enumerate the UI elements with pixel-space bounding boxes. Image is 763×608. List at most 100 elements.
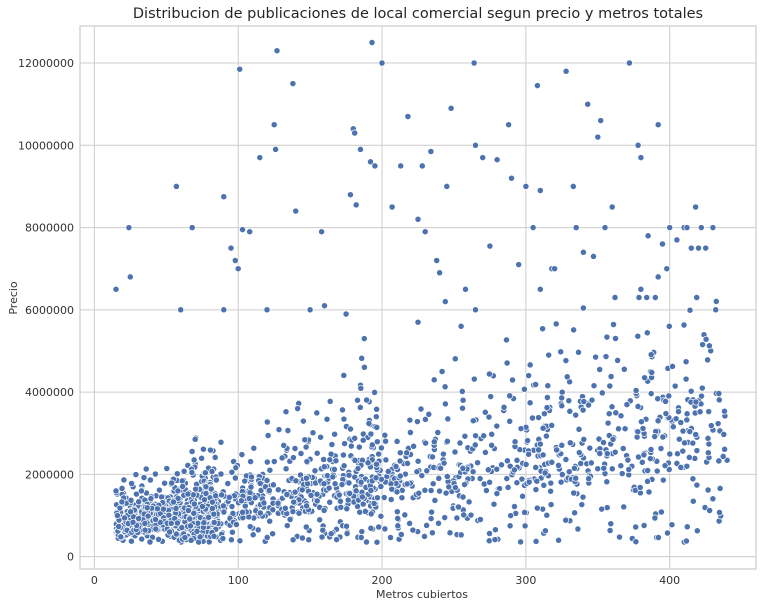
data-point: [263, 418, 271, 426]
data-point: [472, 306, 479, 314]
data-point: [615, 425, 622, 433]
y-tick-label: 6000000: [25, 304, 74, 317]
data-point: [299, 417, 307, 425]
data-point: [212, 476, 220, 484]
data-point: [687, 387, 695, 395]
data-point: [486, 530, 493, 537]
data-point: [485, 370, 493, 378]
data-point: [571, 509, 579, 517]
data-point: [210, 519, 218, 526]
data-point: [358, 528, 366, 536]
data-point: [339, 451, 347, 459]
y-tick-label: 4000000: [25, 386, 74, 399]
data-point: [304, 480, 312, 488]
data-point: [640, 522, 648, 529]
data-point: [329, 473, 337, 481]
data-point: [190, 456, 198, 464]
data-point: [343, 530, 351, 538]
data-point: [552, 320, 560, 328]
data-point: [219, 502, 227, 510]
data-point: [687, 244, 695, 252]
data-point: [620, 365, 628, 373]
data-point: [536, 187, 544, 194]
plot-frame: [79, 25, 757, 570]
data-point: [375, 450, 383, 458]
data-point: [683, 410, 691, 418]
data-point: [664, 529, 671, 537]
data-point: [617, 412, 625, 420]
data-point: [161, 479, 169, 487]
data-point: [330, 465, 338, 473]
data-point: [340, 415, 348, 423]
data-point: [351, 129, 359, 137]
data-point: [283, 522, 291, 530]
data-point: [539, 451, 547, 459]
data-point: [607, 373, 615, 380]
data-point: [174, 494, 182, 502]
data-point: [392, 463, 400, 470]
data-point: [397, 531, 405, 538]
data-point: [541, 469, 549, 477]
data-point: [610, 321, 617, 328]
data-point: [231, 474, 239, 482]
data-point: [490, 500, 498, 508]
data-point: [177, 306, 185, 314]
data-point: [146, 476, 154, 484]
data-point: [617, 462, 625, 470]
data-point: [345, 479, 353, 487]
data-point: [188, 224, 196, 232]
data-point: [539, 325, 547, 333]
data-point: [566, 439, 574, 447]
data-point: [396, 472, 404, 480]
y-tick-label: 12000000: [18, 57, 74, 70]
data-point: [508, 174, 515, 182]
data-point: [269, 481, 277, 489]
y-axis: 0 2000000 4000000 6000000 8000000 10000000 120…: [18, 57, 74, 564]
data-point: [371, 388, 379, 396]
data-point: [491, 526, 499, 534]
data-point: [607, 520, 615, 528]
data-point: [346, 191, 354, 199]
data-point: [331, 480, 339, 488]
data-point: [535, 414, 543, 422]
data-point: [662, 410, 670, 418]
chart-title: Distribucion de publicaciones de local c…: [133, 6, 703, 22]
data-point: [486, 478, 494, 486]
data-point: [595, 435, 603, 443]
data-point: [702, 335, 710, 343]
data-point: [413, 418, 421, 426]
data-point: [479, 154, 487, 162]
data-point: [704, 356, 712, 364]
data-point: [428, 529, 436, 537]
data-point: [317, 433, 325, 441]
data-point: [659, 240, 666, 248]
data-point: [673, 236, 681, 244]
data-point: [292, 477, 300, 485]
data-point: [471, 441, 479, 449]
data-point: [532, 537, 540, 545]
data-point: [637, 285, 645, 293]
data-point: [208, 468, 216, 475]
data-point: [140, 474, 148, 482]
data-point: [427, 515, 435, 523]
data-point: [341, 440, 349, 448]
data-point: [456, 439, 464, 447]
data-point: [548, 458, 556, 466]
data-point: [445, 483, 453, 491]
data-point: [565, 468, 573, 476]
data-point: [346, 489, 354, 497]
data-point: [476, 475, 484, 483]
data-point: [220, 508, 228, 516]
data-point: [491, 536, 499, 544]
data-point: [418, 162, 426, 170]
data-point: [142, 465, 150, 473]
data-point: [200, 519, 208, 527]
data-point: [458, 387, 466, 395]
data-point: [612, 335, 619, 342]
data-point: [507, 512, 515, 520]
data-point: [428, 508, 436, 516]
data-point: [146, 538, 154, 546]
data-point: [313, 490, 321, 498]
data-point: [187, 522, 194, 530]
data-point: [375, 523, 383, 531]
